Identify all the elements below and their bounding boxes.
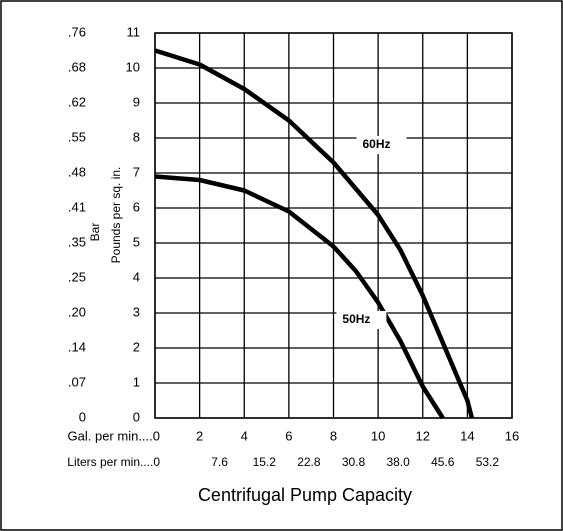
y-alt-tick-label: .68 [68,59,86,74]
y-tick-label: 1 [133,374,140,389]
y-alt-tick-label: .20 [68,304,86,319]
x-alt-tick-label: Liters per min....0 [67,455,160,469]
y-tick-label: 9 [133,94,140,109]
x-tick-label: 4 [241,428,248,443]
series-label: 50Hz [342,312,370,326]
chart-title: Centrifugal Pump Capacity [198,485,412,505]
x-tick-label: Gal. per min....0 [68,428,160,443]
y-alt-axis-label: Bar [88,223,102,242]
curve [154,174,445,420]
x-tick-label: 16 [505,428,519,443]
x-alt-tick-label: 7.6 [211,455,228,469]
x-tick-label: 8 [330,428,337,443]
y-alt-tick-label: .35 [68,234,86,249]
y-alt-tick-label: .14 [68,339,86,354]
y-alt-tick-label: .41 [68,199,86,214]
curve [154,48,475,419]
x-tick-label: 10 [371,428,385,443]
x-alt-tick-label: 38.0 [386,455,410,469]
y-tick-label: 11 [127,24,141,39]
plot-border [154,32,513,419]
y-alt-tick-label: 0 [79,409,86,424]
y-tick-label: 8 [133,129,140,144]
y-tick-label: 4 [133,269,140,284]
x-tick-label: 2 [196,428,203,443]
y-tick-label: 2 [133,339,140,354]
y-tick-label: 6 [133,199,140,214]
y-tick-label: 0 [133,409,140,424]
x-tick-label: 14 [460,428,474,443]
x-tick-label: 6 [285,428,292,443]
y-alt-tick-label: .76 [68,24,86,39]
x-alt-tick-label: 53.2 [476,455,500,469]
y-tick-label: 5 [133,234,140,249]
series-label: 60Hz [363,137,391,151]
x-alt-tick-label: 15.2 [253,455,277,469]
label-box [356,136,407,154]
y-alt-tick-label: .62 [68,94,86,109]
y-alt-tick-label: .25 [68,269,86,284]
x-tick-label: 12 [416,428,430,443]
y-alt-tick-label: .55 [68,129,86,144]
label-box [336,311,387,329]
x-alt-tick-label: 30.8 [342,455,366,469]
y-alt-tick-label: .48 [68,164,86,179]
y-tick-label: 10 [126,59,140,74]
x-alt-tick-label: 22.8 [297,455,321,469]
x-alt-tick-label: 45.6 [431,455,455,469]
y-alt-tick-label: .07 [68,374,86,389]
y-tick-label: 7 [133,164,140,179]
y-axis-label: Pounds per sq. in. [109,167,123,264]
y-tick-label: 3 [133,304,140,319]
